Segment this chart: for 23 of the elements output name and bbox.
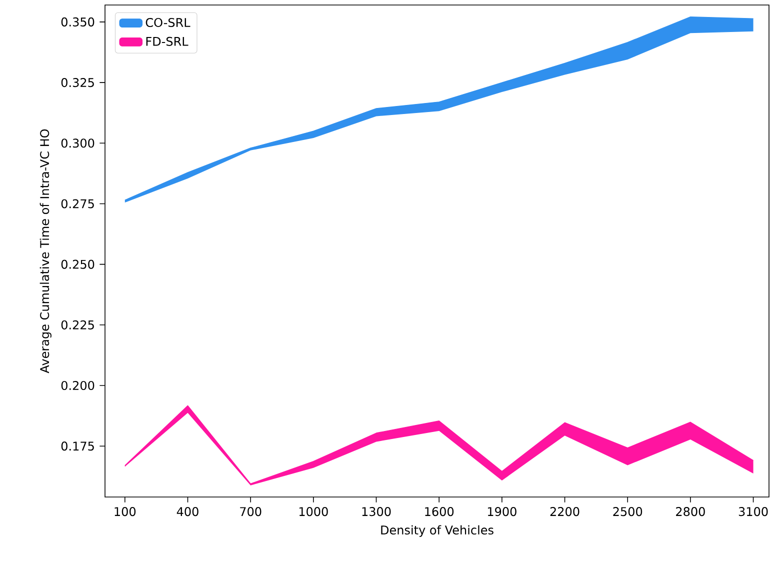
y-tick-label: 0.325 bbox=[61, 78, 94, 88]
x-tick-label: 1900 bbox=[488, 507, 516, 516]
x-tick-label: 3100 bbox=[738, 507, 768, 516]
x-tick-label: 2500 bbox=[613, 507, 642, 516]
x-tick-label: 2200 bbox=[550, 507, 580, 516]
legend-label: CO-SRL bbox=[146, 18, 190, 28]
x-axis-title: Density of Vehicles bbox=[381, 525, 494, 537]
y-tick-label: 0.250 bbox=[61, 260, 94, 269]
legend-label: FD-SRL bbox=[146, 36, 188, 46]
x-tick-label: 2800 bbox=[676, 507, 705, 516]
y-tick-label: 0.175 bbox=[61, 442, 94, 451]
x-tick-label: 100 bbox=[114, 507, 136, 516]
x-tick-label: 1600 bbox=[425, 507, 454, 516]
y-axis-title: Average Cumulative Time of Intra-VC HO bbox=[40, 129, 52, 374]
y-tick-label: 0.275 bbox=[61, 199, 94, 208]
y-tick-label: 0.225 bbox=[61, 320, 94, 330]
x-tick-label: 1300 bbox=[362, 507, 391, 516]
y-tick-label: 0.300 bbox=[61, 138, 94, 148]
x-tick-label: 1000 bbox=[299, 507, 328, 516]
y-tick-label: 0.200 bbox=[61, 380, 94, 390]
y-tick-label: 0.350 bbox=[61, 17, 94, 26]
x-tick-label: 700 bbox=[240, 507, 262, 516]
x-tick-label: 400 bbox=[176, 507, 198, 516]
